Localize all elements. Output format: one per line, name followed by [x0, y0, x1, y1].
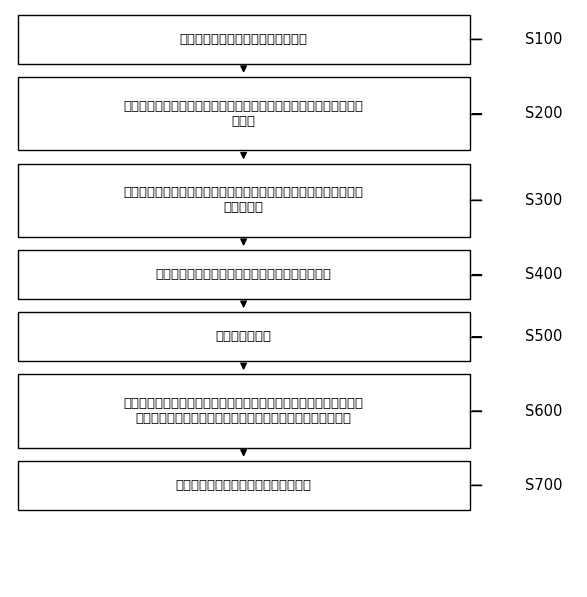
- Text: S400: S400: [525, 267, 563, 282]
- Bar: [18, 461, 470, 510]
- Text: 在所述沟槽中形成第一介质层，所述第一介质层覆盖所述沟槽的底壁
和侧壁: 在所述沟槽中形成第一介质层，所述第一介质层覆盖所述沟槽的底壁 和侧壁: [124, 100, 363, 128]
- Text: S100: S100: [525, 32, 563, 47]
- Text: 在所述沟槽中依次形成隔离层和栅电极: 在所述沟槽中依次形成隔离层和栅电极: [176, 479, 312, 492]
- Text: 提供衬底，并在所述衬底中形成沟槽: 提供衬底，并在所述衬底中形成沟槽: [180, 33, 308, 46]
- Bar: [18, 77, 470, 150]
- Bar: [18, 15, 470, 64]
- Text: 去除所述牺牲层: 去除所述牺牲层: [215, 330, 272, 343]
- Text: 至少去除所述第一介质层中高于所述牺牲层的部分: 至少去除所述第一介质层中高于所述牺牲层的部分: [156, 268, 332, 281]
- Text: S600: S600: [525, 404, 563, 418]
- Text: 在所述沟槽中填充牺牲层，并使所述第一介质层中高于所述牺牲层的
部分暴露出: 在所述沟槽中填充牺牲层，并使所述第一介质层中高于所述牺牲层的 部分暴露出: [124, 186, 363, 214]
- Text: S500: S500: [525, 329, 563, 344]
- Text: S300: S300: [525, 193, 562, 208]
- Bar: [18, 250, 470, 299]
- Bar: [18, 164, 470, 237]
- Bar: [18, 374, 470, 448]
- Text: S200: S200: [525, 106, 563, 121]
- Text: 在所述沟槽中形成屏蔽电极，所述屏蔽电极形成在所述第一介质层上
，并且所述屏蔽电极的顶表面不高于所述第一介质层的顶表面: 在所述沟槽中形成屏蔽电极，所述屏蔽电极形成在所述第一介质层上 ，并且所述屏蔽电极…: [124, 397, 363, 425]
- Text: S700: S700: [525, 478, 563, 493]
- Bar: [18, 312, 470, 361]
